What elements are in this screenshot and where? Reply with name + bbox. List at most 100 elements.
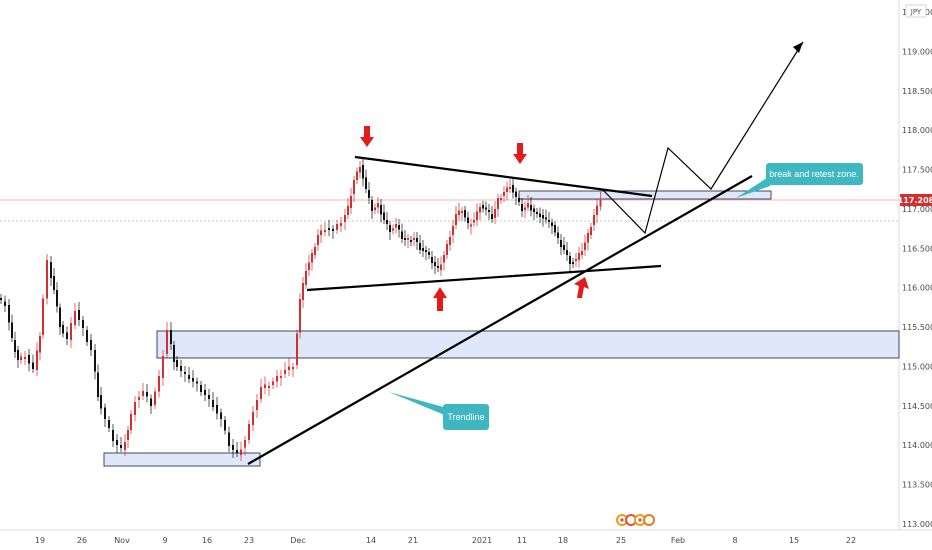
candle-body [24,357,26,359]
candle-body [578,253,580,260]
candle-body [66,332,68,339]
time-tick-label: 14 [366,536,376,545]
candle-body [134,402,136,415]
candle-body [50,262,52,278]
time-axis: 19 26 Nov 9 16 23 Dec 14 21 2021 11 18 25 Feb 8 15 22 [35,536,856,545]
price-tick-label: 116.000 [902,284,932,293]
candle-body [28,355,30,364]
candle-body [476,211,478,220]
candle-body [100,395,102,409]
candle-body [512,185,514,193]
arrow-up-icon [574,277,589,298]
price-tick-label: 113.000 [902,520,932,529]
candle-body [413,238,415,240]
price-tick-label: 114.500 [902,402,932,411]
candle-body [138,397,140,400]
candle-body [536,212,538,214]
candle-body [302,283,304,300]
candle-body [569,256,571,264]
candle-body [94,350,96,372]
candle-body [377,203,379,208]
candle-body [8,305,10,323]
candle-body [440,264,442,270]
candle-body [224,420,226,431]
price-tick-label: 117.000 [902,205,932,214]
time-tick-label: Dec [290,536,305,545]
candle-body [176,360,178,367]
candle-body [560,240,562,247]
candle-body [365,177,367,189]
candle-body [539,213,541,217]
candle-body [127,430,129,440]
candle-body [491,214,493,219]
candle-body [82,320,84,328]
candle-body [593,215,595,225]
time-tick-label: Nov [114,536,130,545]
time-tick-label: 8 [732,536,737,545]
last-price-value: 117.208 [898,196,932,205]
candle-body [288,366,290,370]
candle-body [542,215,544,219]
price-tick-label: 118.500 [902,87,932,96]
candle-body [386,220,388,224]
candle-body [470,224,472,227]
candle-body [228,432,230,446]
candle-body [527,203,529,208]
price-axis: 113.000 113.500 114.000 114.500 115.000 115.5… [902,8,932,529]
candle-body [62,325,64,334]
candle-body [518,198,520,202]
candle-body [20,356,22,360]
candle-body [581,251,583,255]
candle-body [292,367,294,369]
candle-body [494,209,496,218]
candle-body [572,262,574,264]
candle-body [232,445,234,450]
candle-body [46,260,48,299]
candle-body [374,207,376,210]
candle-body [97,372,99,397]
price-tick-label: 118.000 [902,126,932,135]
candle-body [108,420,110,428]
candle-body [506,187,508,192]
projected-path [602,41,804,235]
candle-body [170,330,172,344]
break-retest-label: break and retest zone. [769,169,859,179]
candle-body [425,250,427,252]
candle-body [500,198,502,200]
candle-body [380,205,382,215]
candle-body [314,247,316,255]
arrow-down-icon [360,126,374,147]
candle-body [328,228,330,230]
candle-body [533,208,535,212]
time-tick-label: 25 [616,536,626,545]
candle-body [280,376,282,378]
candle-body [236,450,238,453]
candle-body [120,445,122,448]
break-retest-callout: break and retest zone. [736,163,863,198]
candle-body [332,229,334,231]
candle-body [416,238,418,242]
candle-body [464,210,466,218]
candle-body [584,242,586,250]
candle-body [208,395,210,399]
candle-body [479,207,481,213]
candle-body [86,330,88,342]
candle-body [112,430,114,441]
candle-body [11,322,13,338]
candle-body [212,400,214,407]
candle-body [248,424,250,440]
price-tick-label: 116.500 [902,244,932,253]
candle-body [419,243,421,250]
candle-body [299,299,301,333]
candle-body [398,225,400,230]
candle-body [509,187,511,189]
candle-body [344,215,346,222]
candle-body [434,262,436,266]
candle-body [0,298,2,300]
candle-body [431,257,433,263]
candle-body [158,376,160,392]
candle-body [587,233,589,243]
upper-triangle-line [354,155,653,198]
time-tick-label: 15 [789,536,799,545]
lower-triangle-line [306,264,662,292]
